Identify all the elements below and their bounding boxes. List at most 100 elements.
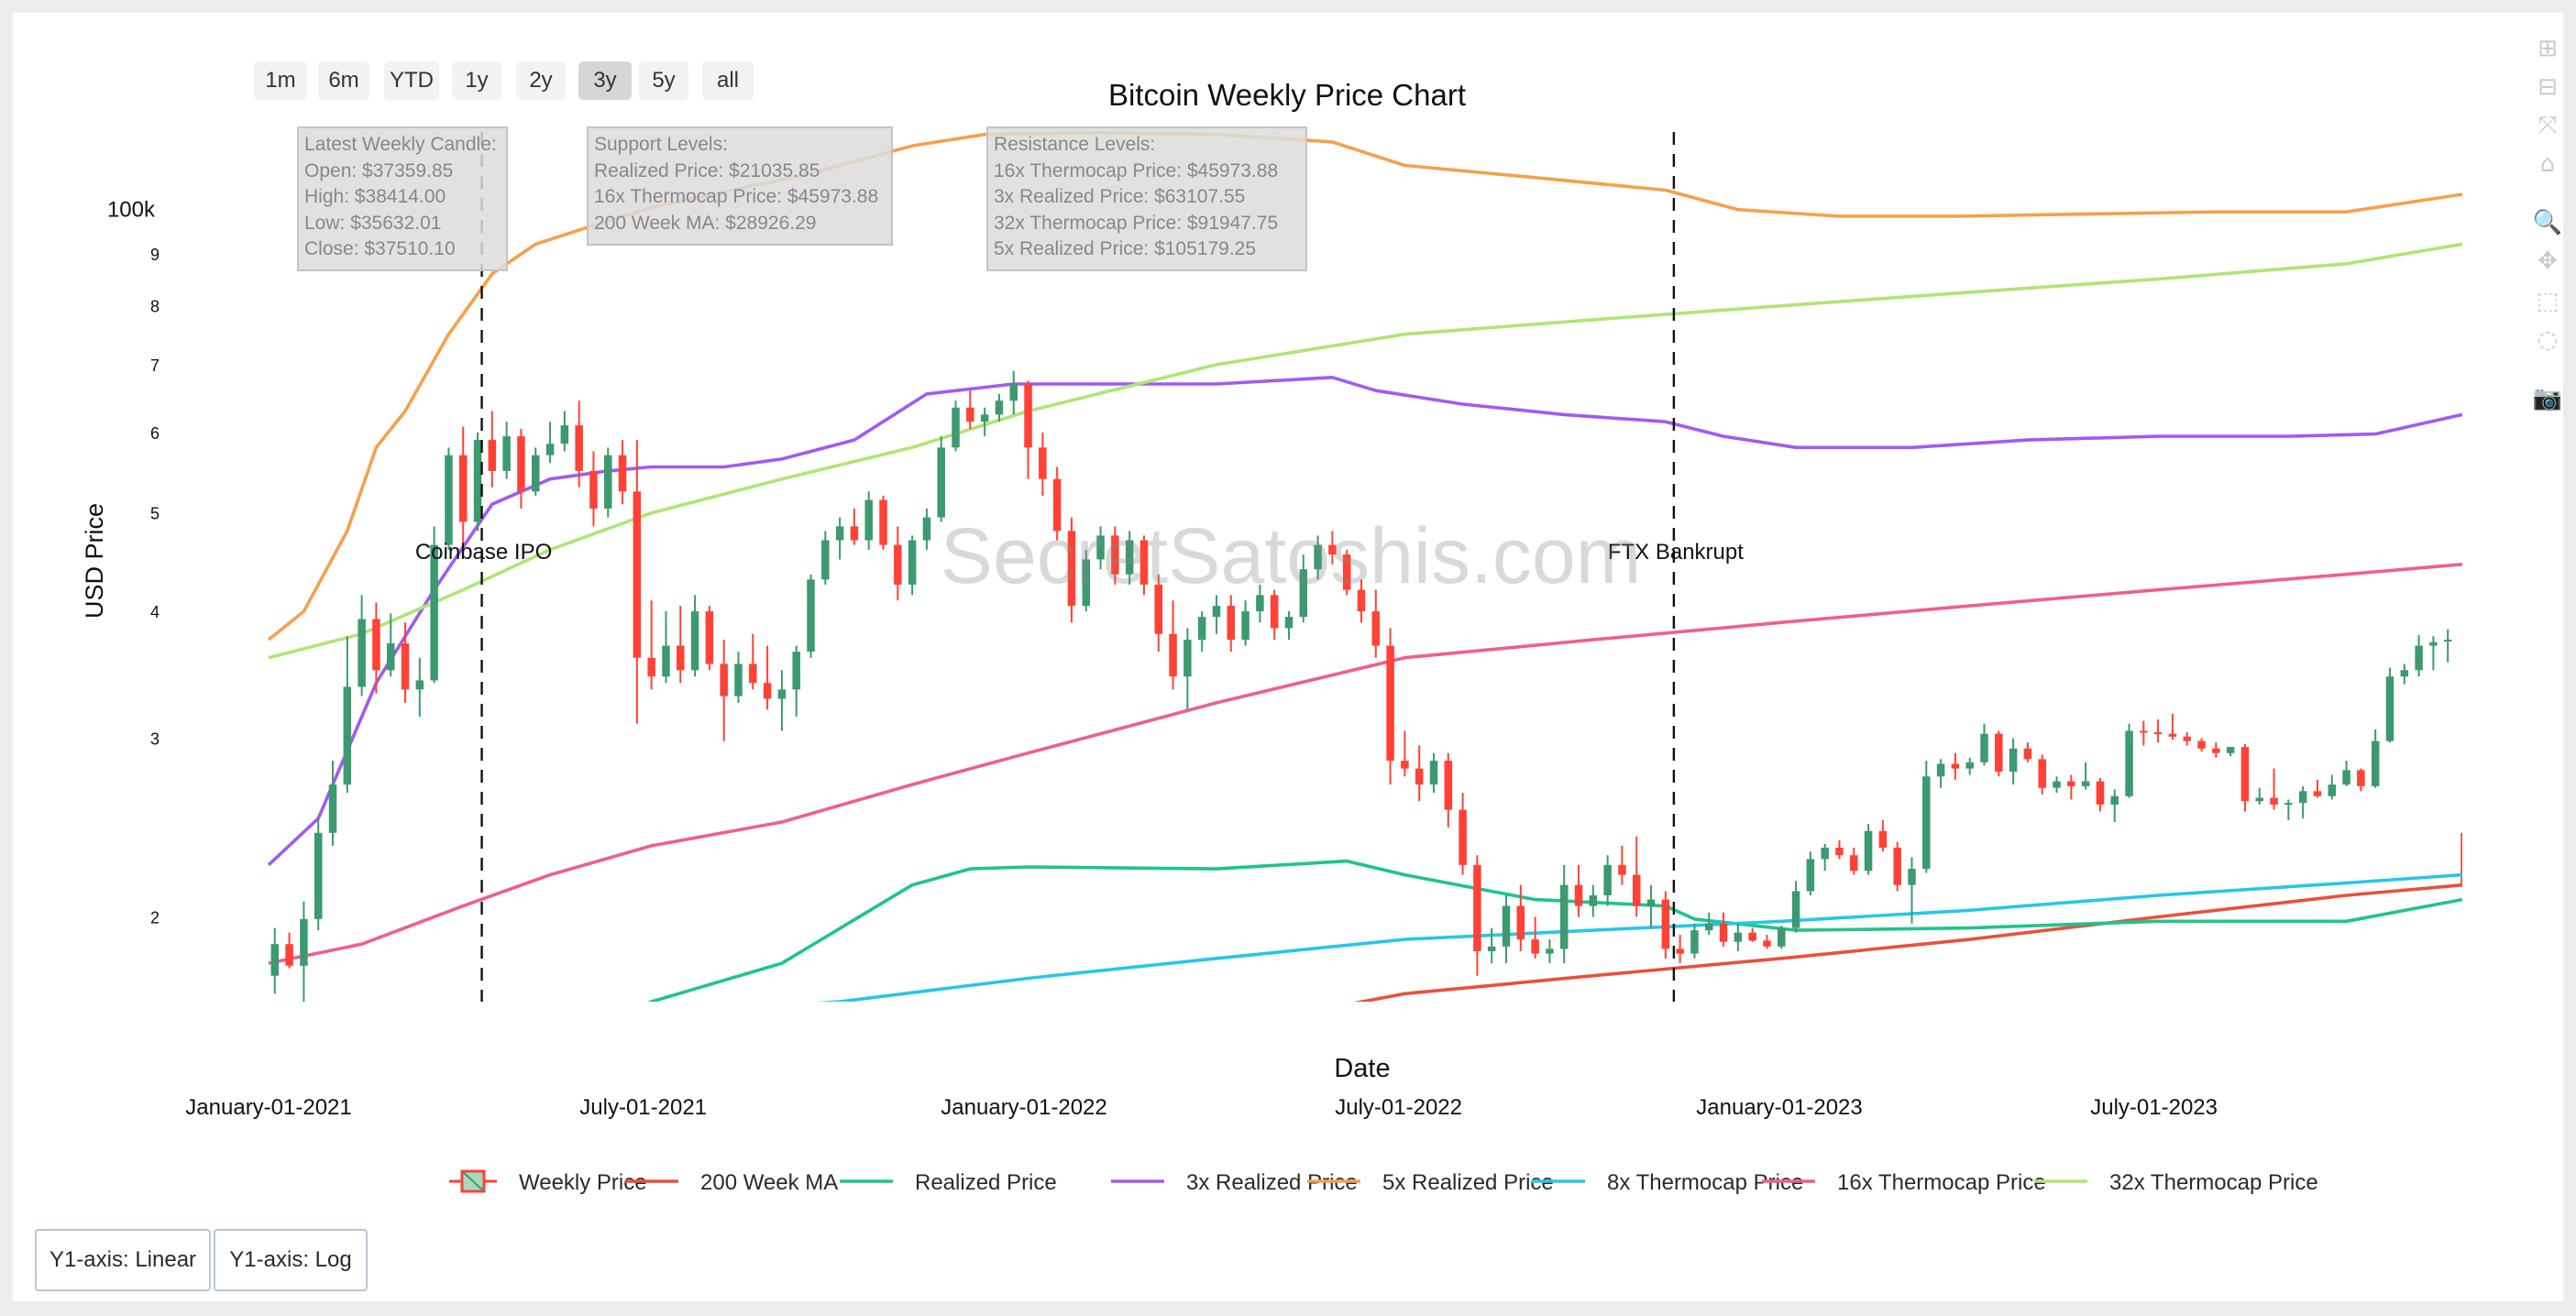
candle[interactable] [2255, 787, 2264, 805]
candle[interactable] [1082, 549, 1091, 612]
candle[interactable] [2415, 635, 2423, 677]
candle[interactable] [2443, 629, 2452, 663]
candle[interactable] [1878, 820, 1888, 852]
candle[interactable] [864, 491, 873, 550]
range-button-5y[interactable]: 5y [639, 61, 688, 100]
zoom-icon[interactable]: 🔍 [2532, 209, 2563, 236]
range-button-1y[interactable]: 1y [452, 61, 501, 100]
candle[interactable] [430, 526, 438, 684]
candle[interactable] [1039, 433, 1047, 496]
legend-item[interactable]: 200 Week MA [625, 1170, 838, 1195]
candle[interactable] [1502, 895, 1511, 964]
candle[interactable] [807, 574, 815, 658]
candle[interactable] [1139, 535, 1149, 596]
candle[interactable] [1125, 531, 1134, 585]
candle[interactable] [1473, 855, 1481, 976]
candle[interactable] [2328, 774, 2337, 800]
candle[interactable] [647, 600, 655, 690]
range-button-6m[interactable]: 6m [318, 61, 369, 100]
candle[interactable] [1516, 884, 1525, 951]
candle[interactable] [2212, 742, 2220, 758]
candle[interactable] [1995, 730, 2003, 777]
candle[interactable] [662, 611, 670, 684]
candle[interactable] [1241, 600, 1249, 646]
candle[interactable] [1052, 466, 1062, 541]
candle[interactable] [1589, 884, 1598, 917]
candle[interactable] [1646, 884, 1656, 928]
candle[interactable] [473, 433, 482, 532]
candle[interactable] [1067, 517, 1076, 623]
candle[interactable] [386, 613, 395, 677]
candle[interactable] [2067, 774, 2075, 800]
candle[interactable] [821, 531, 830, 585]
candle[interactable] [1661, 891, 1670, 959]
candle[interactable] [2183, 732, 2192, 746]
legend-item[interactable]: 16x Thermocap Price [1762, 1170, 2046, 1195]
candle[interactable] [1603, 855, 1612, 906]
candle[interactable] [1559, 864, 1569, 964]
candle[interactable] [980, 407, 989, 437]
candle[interactable] [2081, 762, 2090, 790]
candle[interactable] [734, 652, 743, 703]
candle[interactable] [1096, 526, 1105, 570]
candle[interactable] [2009, 738, 2018, 785]
candle[interactable] [1778, 926, 1786, 949]
candle[interactable] [2053, 776, 2061, 794]
candle[interactable] [604, 447, 612, 518]
autoscale-icon[interactable]: ⤧ [2537, 111, 2558, 139]
candle[interactable] [2313, 779, 2322, 798]
candle[interactable] [2168, 713, 2177, 740]
candle[interactable] [1256, 584, 1264, 623]
candle[interactable] [792, 645, 800, 717]
candle[interactable] [1936, 759, 1945, 788]
candle[interactable] [2298, 785, 2307, 819]
candle[interactable] [1386, 628, 1394, 785]
candle[interactable] [1154, 574, 1163, 653]
camera-icon[interactable]: 📷 [2532, 385, 2563, 412]
candle[interactable] [705, 606, 714, 671]
box-select-icon[interactable]: ⬚ [2536, 288, 2559, 315]
candle[interactable] [1965, 757, 1974, 775]
candle[interactable] [2038, 754, 2046, 795]
candle[interactable] [1197, 611, 1206, 653]
y-axis-linear-button[interactable]: Y1-axis: Linear [35, 1229, 211, 1291]
candle[interactable] [995, 393, 1004, 422]
legend-item[interactable]: 32x Thermocap Price [2034, 1170, 2318, 1195]
candle[interactable] [1574, 864, 1583, 917]
candle[interactable] [358, 595, 366, 696]
candle[interactable] [1690, 923, 1699, 959]
legend-item[interactable]: Weekly Price [449, 1169, 647, 1195]
candle[interactable] [343, 636, 352, 794]
pan-icon[interactable]: ✥ [2537, 247, 2558, 275]
candle[interactable] [502, 422, 511, 479]
candle[interactable] [1284, 611, 1294, 641]
candle[interactable] [922, 508, 931, 550]
candle[interactable] [401, 622, 410, 703]
candle[interactable] [835, 517, 844, 560]
candle[interactable] [1531, 916, 1539, 959]
candle[interactable] [1342, 549, 1351, 596]
candle[interactable] [937, 436, 945, 522]
candle[interactable] [1227, 595, 1236, 653]
candle[interactable] [1169, 600, 1177, 690]
candle[interactable] [677, 606, 685, 684]
candle[interactable] [1821, 843, 1829, 872]
candle[interactable] [1850, 847, 1858, 875]
candle[interactable] [1357, 579, 1366, 623]
candle[interactable] [1111, 526, 1119, 585]
candle[interactable] [1009, 370, 1018, 415]
candle[interactable] [285, 932, 293, 969]
candle[interactable] [1719, 912, 1728, 947]
candle[interactable] [545, 422, 555, 464]
candle[interactable] [1212, 595, 1221, 634]
candle[interactable] [1444, 752, 1453, 828]
candle[interactable] [908, 535, 917, 596]
candle[interactable] [560, 411, 569, 452]
candle[interactable] [415, 657, 424, 717]
zoom-out-icon[interactable]: ⊟ [2537, 73, 2558, 101]
candle[interactable] [458, 426, 468, 555]
range-button-1m[interactable]: 1m [254, 61, 307, 100]
candle[interactable] [690, 595, 699, 677]
candle[interactable] [1951, 752, 1960, 780]
legend-item[interactable]: 5x Realized Price [1307, 1170, 1554, 1195]
